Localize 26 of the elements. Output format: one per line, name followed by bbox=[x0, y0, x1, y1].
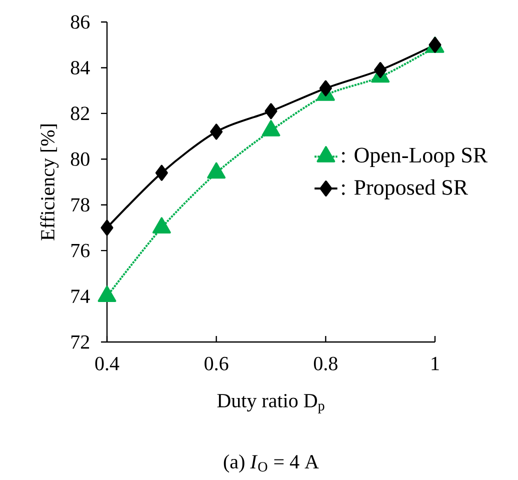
y-tick-label: 84 bbox=[70, 60, 90, 74]
point bbox=[374, 62, 387, 78]
legend-label: : Open-Loop SR bbox=[342, 148, 488, 168]
y-tick-label: 86 bbox=[70, 15, 90, 29]
legend-label: : Proposed SR bbox=[342, 179, 468, 200]
point bbox=[428, 36, 442, 53]
point bbox=[210, 124, 223, 140]
point bbox=[264, 103, 278, 120]
x-tick-label: 0.6 bbox=[204, 356, 228, 370]
text: (a) I$_{O}$ = 4 A bbox=[224, 454, 319, 473]
x-tick-label: 0.8 bbox=[314, 356, 338, 370]
x-tick-label: 0.4 bbox=[95, 356, 120, 370]
y-tick-label: 76 bbox=[71, 244, 90, 258]
point bbox=[155, 164, 168, 181]
y-tick-label: 82 bbox=[70, 106, 90, 120]
y-tick-label: 80 bbox=[70, 152, 90, 166]
point bbox=[152, 217, 171, 234]
x-tick-label: 1 bbox=[432, 356, 439, 370]
y-axis-title: Efficiency [%] bbox=[40, 124, 59, 240]
x-axis-title: Duty ratio D$_{p}$ bbox=[217, 394, 324, 414]
point bbox=[98, 286, 116, 302]
y-tick-label: 78 bbox=[71, 198, 90, 212]
point bbox=[207, 162, 226, 179]
y-tick-label: 72 bbox=[71, 335, 90, 349]
point bbox=[319, 80, 332, 96]
y-tick-label: 74 bbox=[71, 290, 90, 303]
